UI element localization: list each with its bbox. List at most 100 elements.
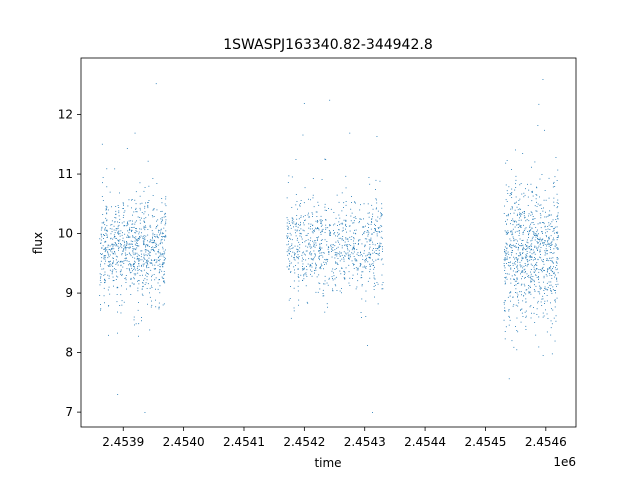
data-point xyxy=(341,288,342,289)
data-point xyxy=(509,319,511,321)
data-point xyxy=(364,267,366,268)
data-point xyxy=(542,295,544,297)
data-point xyxy=(376,202,378,204)
data-point xyxy=(293,287,295,289)
data-point xyxy=(505,233,507,235)
data-point xyxy=(300,274,302,276)
data-point xyxy=(516,206,518,208)
data-point xyxy=(373,277,375,279)
data-point xyxy=(556,257,558,258)
data-point xyxy=(305,274,307,276)
data-point xyxy=(554,186,556,187)
data-point xyxy=(159,269,161,271)
data-point xyxy=(156,183,158,184)
data-point xyxy=(543,243,545,245)
data-point xyxy=(528,231,530,232)
data-point xyxy=(545,235,547,236)
data-point xyxy=(355,218,357,219)
data-point xyxy=(546,300,548,302)
data-point xyxy=(508,310,510,312)
data-point xyxy=(110,224,112,226)
data-point xyxy=(136,245,138,246)
data-point xyxy=(115,279,117,280)
data-point xyxy=(520,266,522,268)
data-point xyxy=(108,305,110,306)
data-point xyxy=(118,240,120,241)
data-point xyxy=(544,216,546,218)
data-point xyxy=(374,266,375,268)
data-point xyxy=(322,228,324,230)
data-point xyxy=(146,260,148,262)
data-point xyxy=(329,225,331,226)
data-point xyxy=(302,259,304,260)
data-point xyxy=(338,201,340,203)
data-point xyxy=(515,196,517,198)
data-point xyxy=(103,287,105,289)
data-point xyxy=(515,292,516,293)
data-point xyxy=(374,228,375,230)
data-point xyxy=(365,255,367,257)
data-point xyxy=(528,220,530,222)
data-point xyxy=(523,248,525,249)
data-point xyxy=(104,255,106,257)
data-point xyxy=(288,226,289,228)
data-point xyxy=(160,222,162,224)
data-point xyxy=(547,242,549,244)
data-point xyxy=(334,254,336,256)
data-point xyxy=(524,256,526,258)
data-point xyxy=(511,232,513,234)
data-points xyxy=(99,79,559,413)
data-point xyxy=(133,266,135,268)
data-point xyxy=(349,254,351,256)
data-point xyxy=(111,248,113,250)
data-point xyxy=(526,253,528,254)
data-point xyxy=(507,264,509,266)
data-point xyxy=(371,233,373,235)
data-point xyxy=(381,284,383,286)
data-point xyxy=(521,258,523,260)
data-point xyxy=(504,205,505,207)
data-point xyxy=(105,209,107,211)
data-point xyxy=(319,244,321,246)
data-point xyxy=(165,196,167,198)
data-point xyxy=(353,247,354,249)
data-point xyxy=(137,266,138,268)
data-point xyxy=(333,272,334,274)
data-point xyxy=(369,183,371,185)
data-point xyxy=(301,236,302,238)
data-point xyxy=(135,203,137,205)
data-point xyxy=(111,248,112,250)
data-point xyxy=(158,308,160,310)
data-point xyxy=(545,199,547,201)
data-point xyxy=(155,288,156,290)
data-point xyxy=(543,242,545,244)
data-point xyxy=(130,243,132,245)
data-point xyxy=(326,303,328,305)
data-point xyxy=(353,251,355,253)
data-point xyxy=(154,279,156,281)
data-point xyxy=(105,232,107,234)
data-point xyxy=(138,245,140,247)
data-point xyxy=(343,260,345,262)
data-point xyxy=(376,233,378,235)
data-point xyxy=(158,260,160,262)
data-point xyxy=(336,263,338,265)
data-point xyxy=(116,256,118,258)
data-point xyxy=(349,236,351,238)
data-point xyxy=(525,249,527,251)
data-point xyxy=(118,233,119,235)
data-point xyxy=(536,187,538,189)
data-point xyxy=(293,256,295,258)
data-point xyxy=(129,236,131,238)
data-point xyxy=(104,263,106,265)
data-point xyxy=(131,199,132,201)
data-point xyxy=(536,234,538,236)
data-point xyxy=(144,211,146,213)
data-point xyxy=(552,268,553,269)
data-point xyxy=(129,253,131,255)
data-point xyxy=(545,288,546,290)
data-point xyxy=(132,270,133,272)
data-point xyxy=(519,232,520,234)
data-point xyxy=(378,247,380,249)
data-point xyxy=(326,244,328,246)
